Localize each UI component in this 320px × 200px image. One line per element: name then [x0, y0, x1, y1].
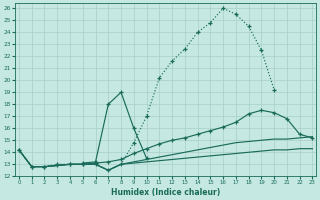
X-axis label: Humidex (Indice chaleur): Humidex (Indice chaleur) [111, 188, 220, 197]
